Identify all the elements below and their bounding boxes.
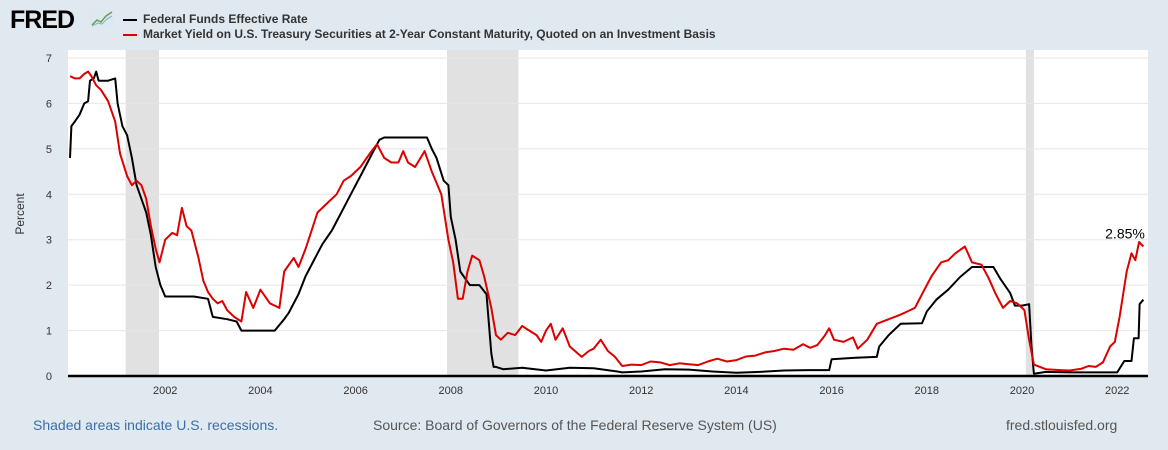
y-tick-label: 5 <box>46 144 52 156</box>
x-tick-label: 2016 <box>819 385 843 397</box>
recession-band <box>1025 50 1034 376</box>
y-tick-label: 0 <box>46 371 52 383</box>
plot-background <box>68 50 1148 376</box>
line-chart-icon <box>90 10 114 28</box>
legend-item-2yr-yield[interactable]: Market Yield on U.S. Treasury Securities… <box>123 27 716 42</box>
x-tick-label: 2006 <box>343 385 367 397</box>
x-tick-label: 2014 <box>724 385 748 397</box>
x-tick-label: 2004 <box>248 385 272 397</box>
y-tick-label: 3 <box>46 235 52 247</box>
legend-swatch-2yr-yield <box>123 33 137 36</box>
chart-legend: Federal Funds Effective Rate Market Yiel… <box>123 12 716 42</box>
x-tick-label: 2020 <box>1010 385 1034 397</box>
x-axis-ticks: 2002 2004 2006 2008 2010 2012 2014 2016 2018 2020… <box>153 385 1129 397</box>
legend-item-fedfunds[interactable]: Federal Funds Effective Rate <box>123 12 716 27</box>
site-link[interactable]: fred.stlouisfed.org <box>1006 417 1118 433</box>
y-tick-label: 6 <box>46 98 52 110</box>
series-line-2yr-yield <box>69 70 1145 372</box>
x-tick-label: 2010 <box>534 385 558 397</box>
x-tick-label: 2002 <box>153 385 177 397</box>
legend-swatch-fedfunds <box>123 18 137 21</box>
fred-logo[interactable]: FRED <box>10 6 75 34</box>
recession-band <box>125 50 160 376</box>
recession-bands <box>125 50 1034 376</box>
chart-canvas: 0 1 2 3 4 5 6 7 2002 2004 2006 2008 2010 2012 2014 201… <box>13 50 1148 397</box>
last-value-annotation: 2.85% <box>1105 226 1145 242</box>
x-tick-label: 2012 <box>629 385 653 397</box>
source-text: Source: Board of Governors of the Federa… <box>373 417 777 433</box>
y-axis-label: Percent <box>13 193 27 235</box>
x-tick-label: 2018 <box>915 385 939 397</box>
legend-label-2yr-yield: Market Yield on U.S. Treasury Securities… <box>143 27 716 41</box>
y-axis-ticks: 0 1 2 3 4 5 6 7 <box>46 53 52 383</box>
y-tick-label: 7 <box>46 53 52 65</box>
y-tick-label: 2 <box>46 280 52 292</box>
x-tick-label: 2022 <box>1105 385 1129 397</box>
gridlines <box>68 57 1148 332</box>
y-tick-label: 1 <box>46 326 52 338</box>
legend-label-fedfunds: Federal Funds Effective Rate <box>143 12 308 26</box>
recession-band <box>446 50 519 376</box>
data-series <box>69 70 1145 375</box>
recession-note: Shaded areas indicate U.S. recessions. <box>33 417 279 433</box>
y-tick-label: 4 <box>46 189 52 201</box>
x-tick-label: 2008 <box>439 385 463 397</box>
